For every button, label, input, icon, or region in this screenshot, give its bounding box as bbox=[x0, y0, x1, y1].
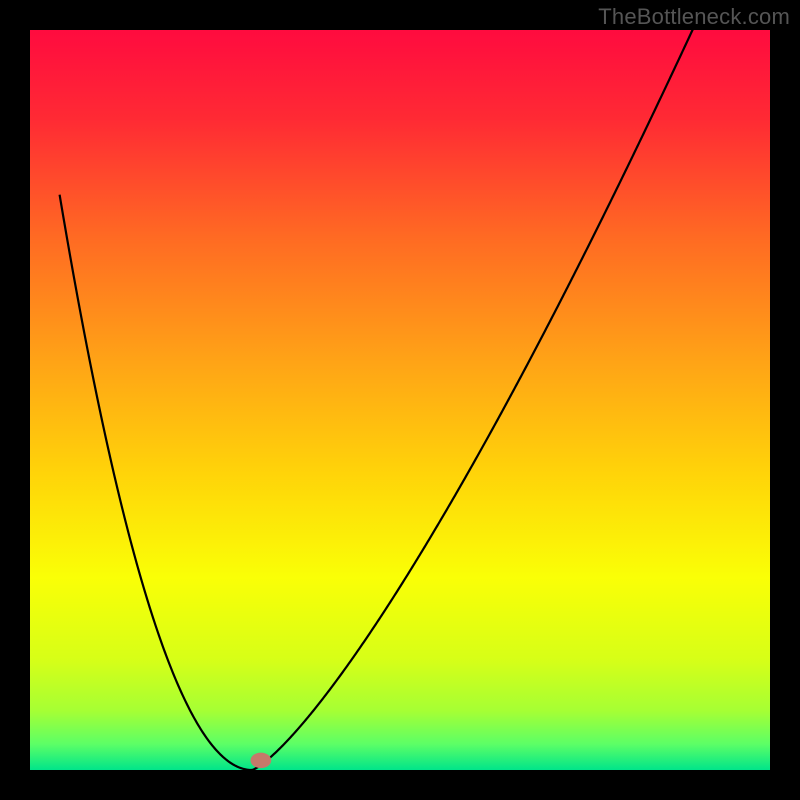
plot-area bbox=[30, 30, 770, 770]
optimal-point-marker bbox=[251, 753, 272, 769]
chart-frame: TheBottleneck.com bbox=[0, 0, 800, 800]
watermark-text: TheBottleneck.com bbox=[598, 4, 790, 30]
bottleneck-chart bbox=[30, 30, 770, 770]
chart-background bbox=[30, 30, 770, 770]
